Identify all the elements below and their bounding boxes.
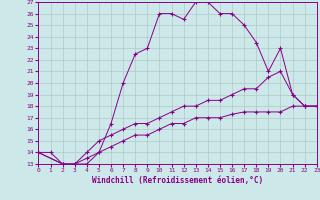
X-axis label: Windchill (Refroidissement éolien,°C): Windchill (Refroidissement éolien,°C) [92,176,263,185]
